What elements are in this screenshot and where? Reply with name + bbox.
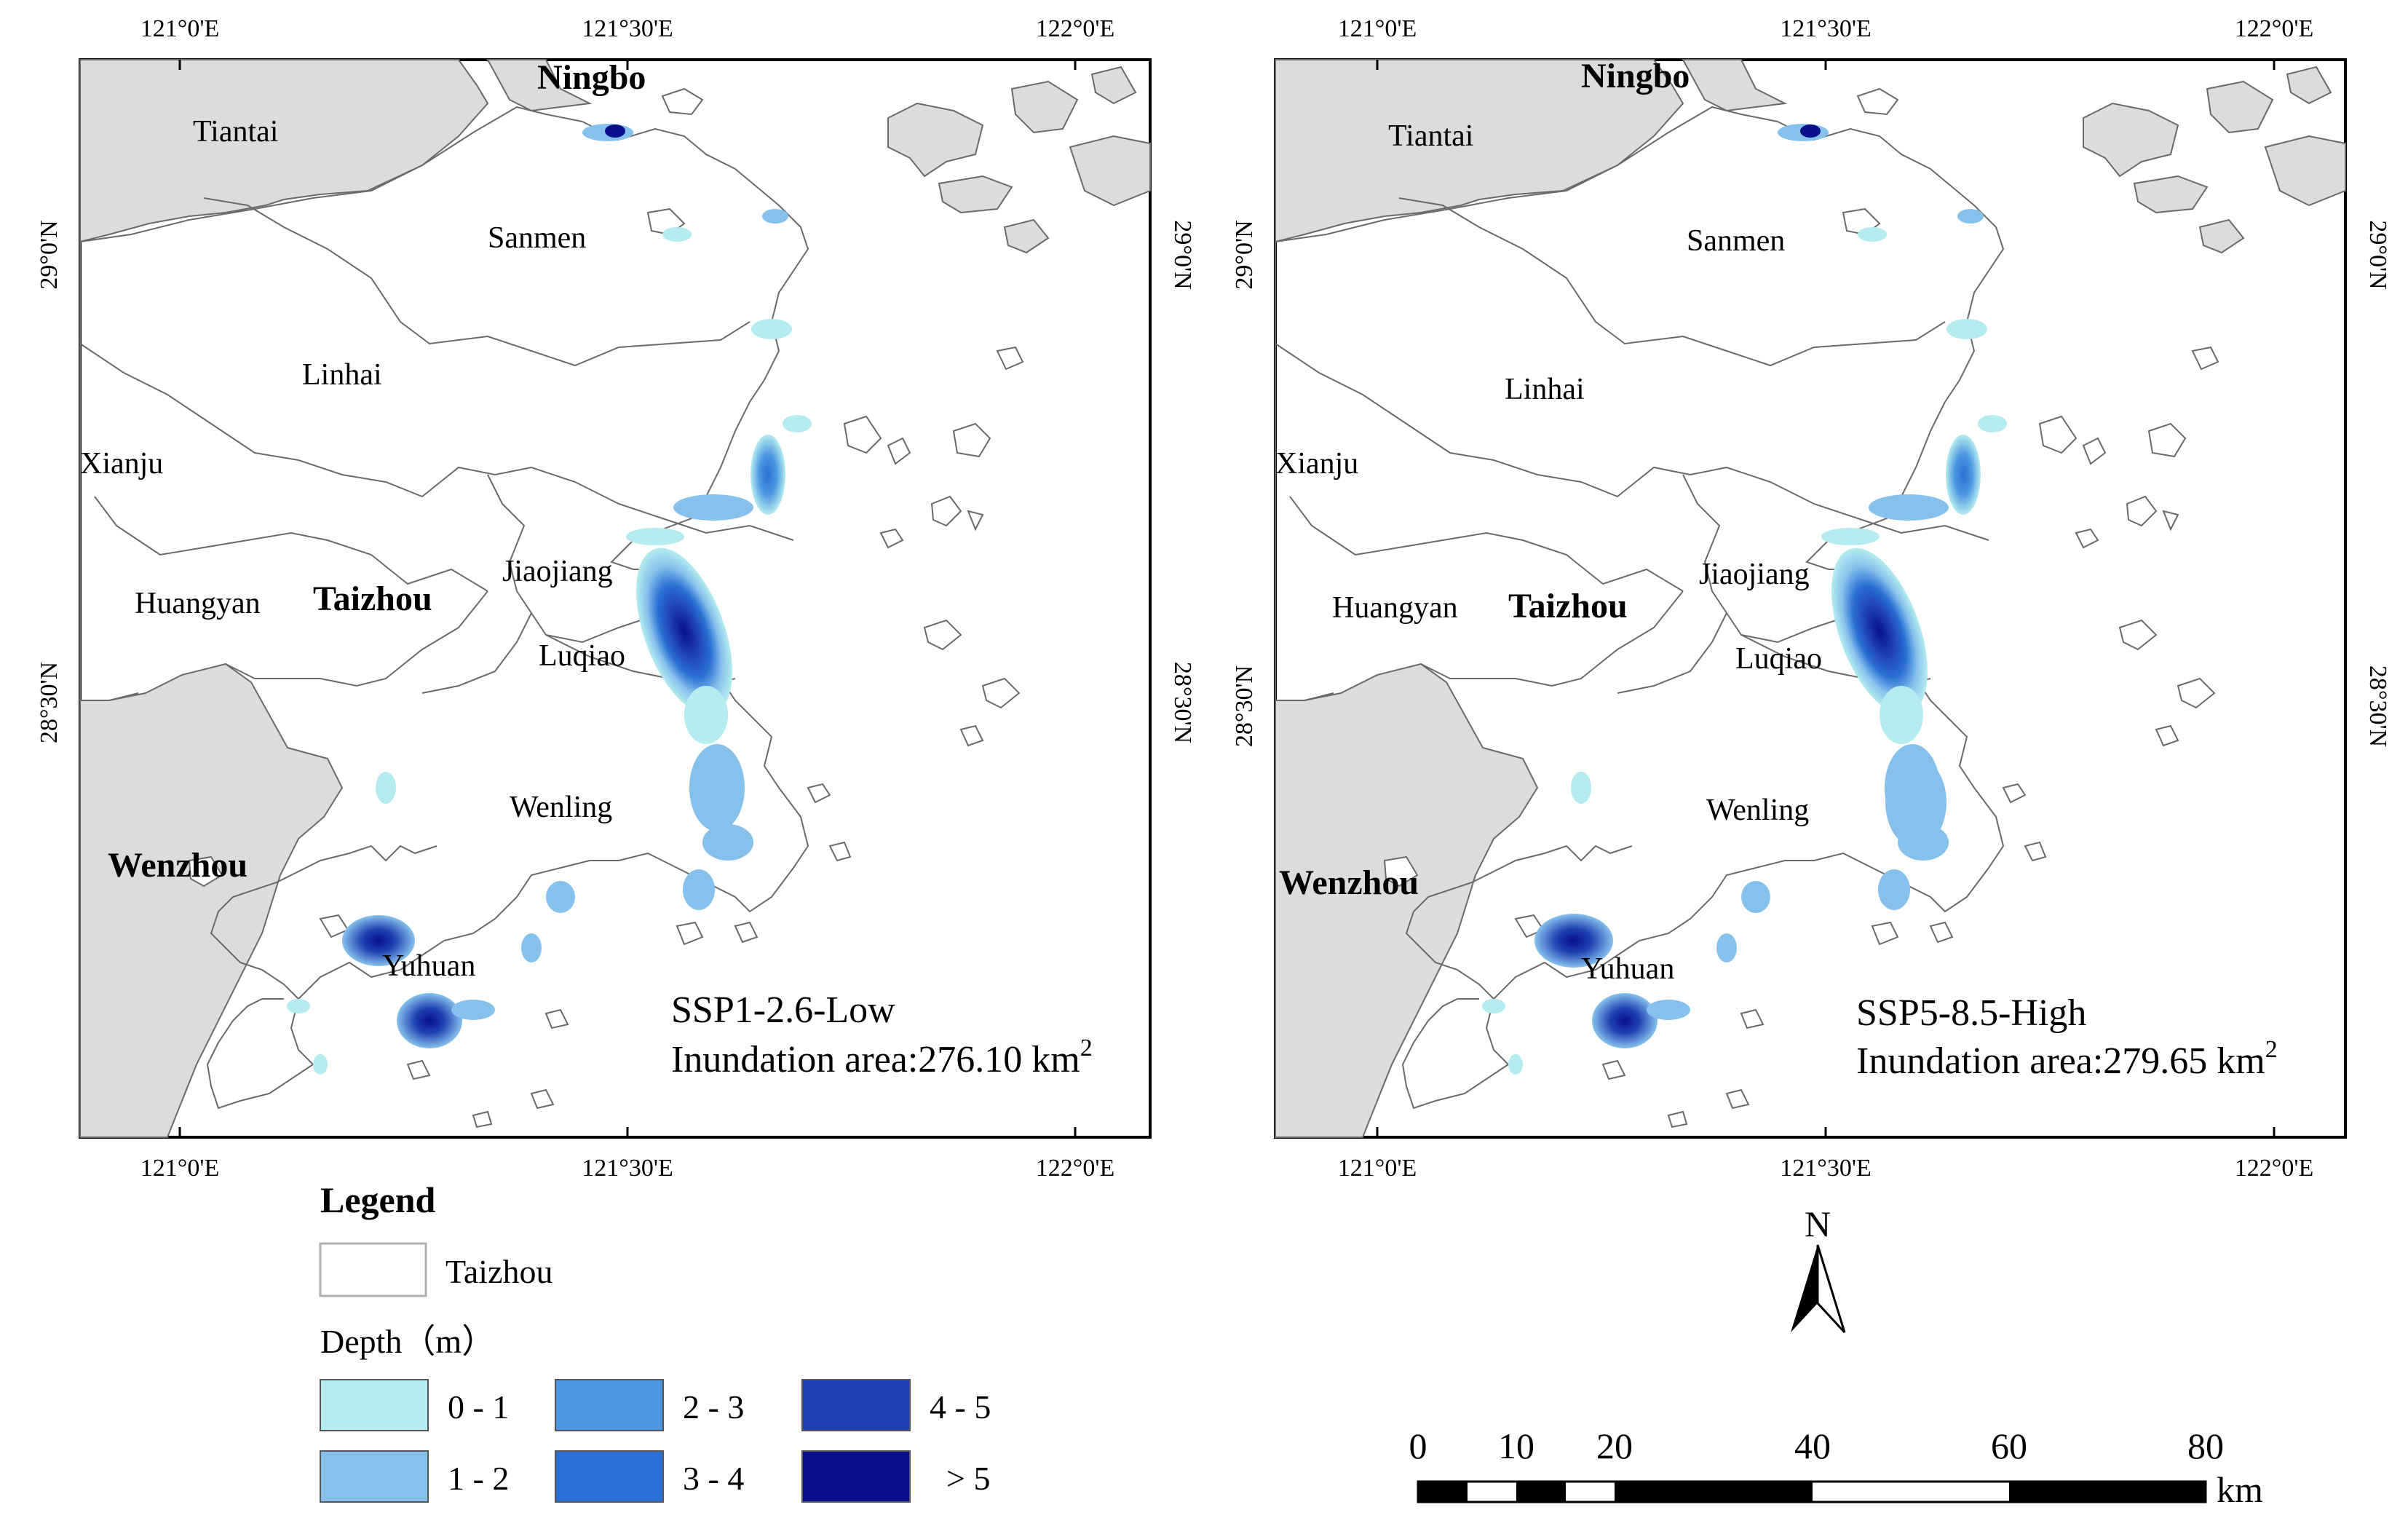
svg-text:121°0'E: 121°0'E <box>1338 15 1417 42</box>
svg-text:122°0'E: 122°0'E <box>2235 15 2314 42</box>
city-wenzhou: Wenzhou <box>1279 863 1419 902</box>
legend-depth-title: Depth（m） <box>320 1323 495 1360</box>
north-arrow: N <box>1791 1203 1846 1334</box>
place-linhai: Linhai <box>302 358 382 392</box>
svg-text:122°0'E: 122°0'E <box>1036 1155 1115 1182</box>
svg-text:28°30'N: 28°30'N <box>1169 662 1196 743</box>
svg-text:29°0'N: 29°0'N <box>2364 220 2391 289</box>
scale-unit: km <box>2217 1469 2263 1510</box>
city-ningbo: Ningbo <box>537 58 646 97</box>
place-sanmen: Sanmen <box>488 221 586 255</box>
svg-text:121°30'E: 121°30'E <box>1780 15 1872 42</box>
legend-swatch-1-2 <box>320 1450 429 1503</box>
legend-swatch-0-1 <box>320 1379 429 1431</box>
svg-text:80: 80 <box>2187 1426 2224 1466</box>
legend: Legend Taizhou Depth（m） 0 - 1 1 - 2 2 - … <box>319 1179 991 1503</box>
legend-swatch-4-5 <box>801 1379 911 1431</box>
map-right: Tiantai Ningbo Sanmen Linhai Xianju Huan… <box>1274 57 2347 1139</box>
legend-label-gt5: > 5 <box>946 1460 990 1497</box>
scenario-label: SSP5-8.5-High <box>1856 992 2086 1034</box>
place-luqiao: Luqiao <box>539 639 625 673</box>
legend-swatch-2-3 <box>555 1379 664 1431</box>
svg-text:29°0'N: 29°0'N <box>36 220 63 289</box>
legend-swatch-3-4 <box>555 1450 664 1503</box>
place-jiaojiang: Jiaojiang <box>1699 558 1810 591</box>
legend-label-0-1: 0 - 1 <box>448 1388 509 1426</box>
map-right-ticks: 121°0'E 121°30'E 122°0'E 121°0'E 121°30'… <box>1231 15 2391 1182</box>
svg-text:28°30'N: 28°30'N <box>36 662 63 743</box>
legend-label-4-5: 4 - 5 <box>930 1388 991 1426</box>
place-huangyan: Huangyan <box>135 587 261 620</box>
legend-region-swatch <box>319 1242 427 1297</box>
svg-text:121°30'E: 121°30'E <box>1780 1155 1872 1182</box>
city-wenzhou: Wenzhou <box>108 846 247 885</box>
svg-text:121°0'E: 121°0'E <box>1338 1155 1417 1182</box>
place-jiaojiang: Jiaojiang <box>502 555 613 588</box>
svg-text:29°0'N: 29°0'N <box>1169 220 1196 289</box>
svg-text:20: 20 <box>1596 1426 1633 1466</box>
place-wenling: Wenling <box>1706 794 1809 827</box>
city-ningbo: Ningbo <box>1581 57 1690 95</box>
scenario-label: SSP1-2.6-Low <box>671 989 895 1031</box>
svg-text:0: 0 <box>1409 1426 1427 1466</box>
svg-text:121°30'E: 121°30'E <box>582 15 673 42</box>
svg-text:122°0'E: 122°0'E <box>2235 1155 2314 1182</box>
svg-text:121°30'E: 121°30'E <box>582 1155 673 1182</box>
place-linhai: Linhai <box>1505 373 1585 406</box>
svg-text:10: 10 <box>1498 1426 1534 1466</box>
city-taizhou: Taizhou <box>313 580 432 618</box>
place-yuhuan: Yuhuan <box>1581 952 1674 986</box>
svg-text:29°0'N: 29°0'N <box>1231 220 1258 289</box>
svg-text:28°30'N: 28°30'N <box>1231 665 1258 747</box>
place-wenling: Wenling <box>510 791 612 824</box>
inundation-area: Inundation area:276.10 km2 <box>671 1035 1093 1080</box>
svg-text:60: 60 <box>1991 1426 2027 1466</box>
place-yuhuan: Yuhuan <box>382 949 475 983</box>
place-xianju: Xianju <box>1275 447 1358 481</box>
svg-text:122°0'E: 122°0'E <box>1036 15 1115 42</box>
legend-label-1-2: 1 - 2 <box>448 1460 509 1497</box>
place-huangyan: Huangyan <box>1332 591 1458 625</box>
inundation-area: Inundation area:279.65 km2 <box>1856 1036 2278 1082</box>
legend-swatch-gt5 <box>801 1450 911 1503</box>
svg-text:40: 40 <box>1794 1426 1831 1466</box>
map-left: Tiantai Ningbo Sanmen Linhai Xianju Huan… <box>79 58 1152 1139</box>
legend-region-label: Taizhou <box>445 1253 553 1290</box>
map-left-ticks: 121°0'E 121°30'E 122°0'E 121°0'E 121°30'… <box>36 15 1196 1182</box>
scale-bar: 0 10 20 40 60 80 km <box>1409 1426 2264 1510</box>
place-tiantai: Tiantai <box>1388 119 1473 153</box>
legend-title: Legend <box>320 1179 436 1220</box>
legend-label-2-3: 2 - 3 <box>683 1388 744 1426</box>
svg-text:121°0'E: 121°0'E <box>140 15 220 42</box>
city-taizhou: Taizhou <box>1508 587 1628 625</box>
north-arrow-icon <box>1791 1245 1818 1332</box>
place-luqiao: Luqiao <box>1735 642 1822 676</box>
svg-text:28°30'N: 28°30'N <box>2364 665 2391 747</box>
place-sanmen: Sanmen <box>1687 224 1785 258</box>
legend-label-3-4: 3 - 4 <box>683 1460 744 1497</box>
place-xianju: Xianju <box>80 447 163 481</box>
place-tiantai: Tiantai <box>193 115 278 149</box>
svg-text:121°0'E: 121°0'E <box>140 1155 220 1182</box>
north-arrow-label: N <box>1805 1203 1831 1244</box>
